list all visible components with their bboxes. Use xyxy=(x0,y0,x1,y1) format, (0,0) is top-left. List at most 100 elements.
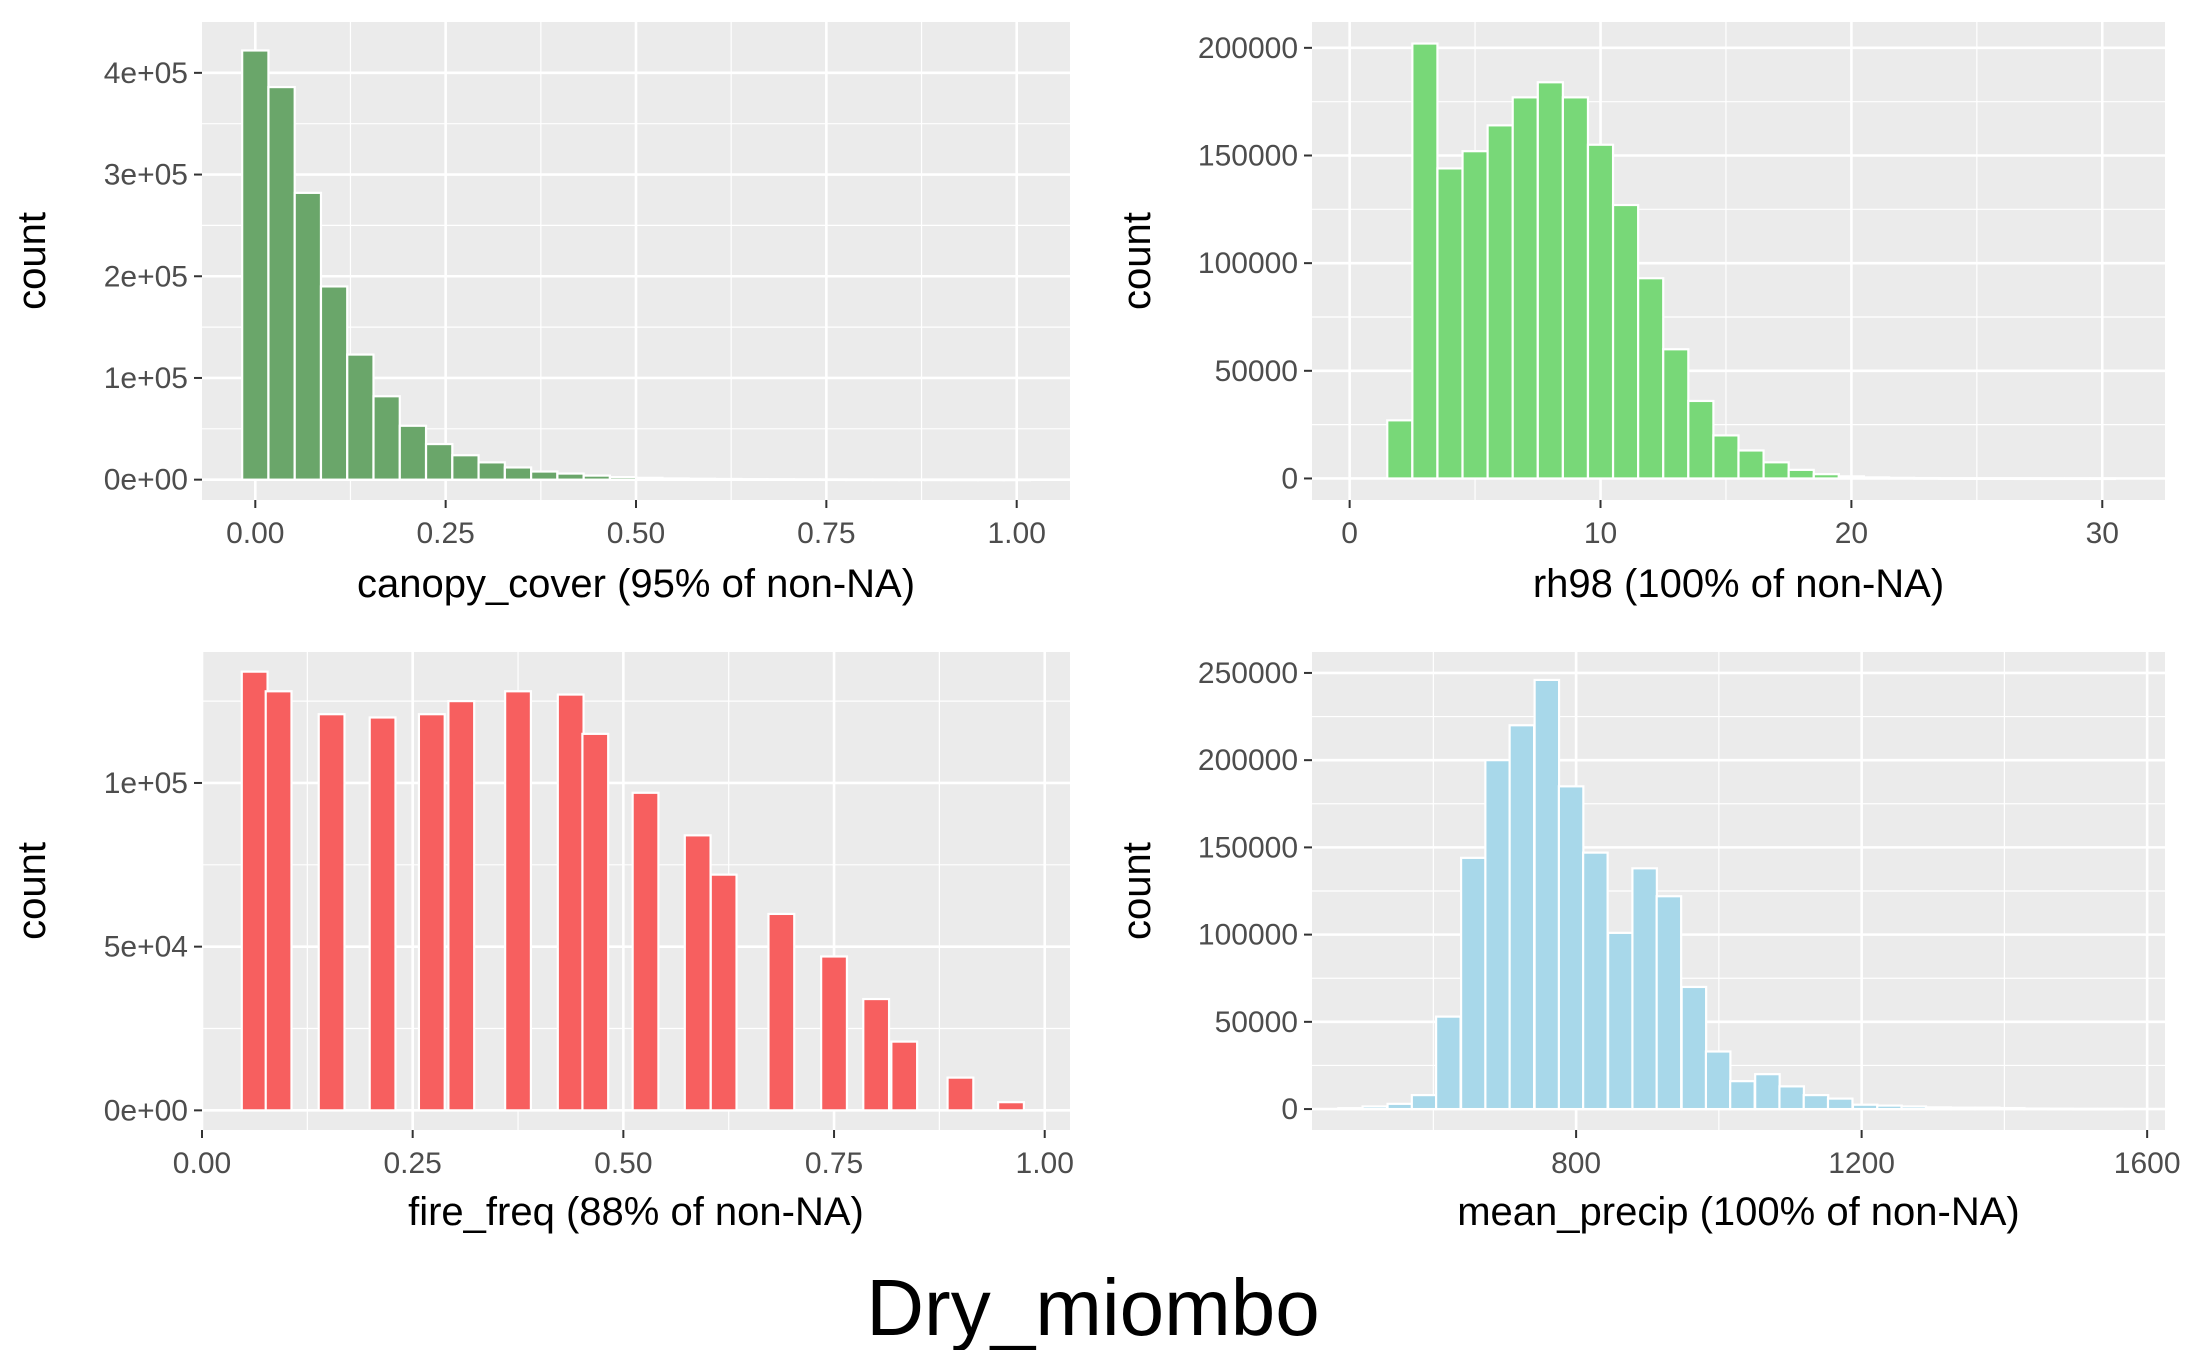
y-tick-label: 200000 xyxy=(1198,744,1298,777)
y-tick-label: 250000 xyxy=(1198,657,1298,690)
histogram-bar xyxy=(997,1101,1026,1112)
histogram-bar xyxy=(1837,475,1866,480)
histogram-bar xyxy=(503,466,533,481)
y-axis-title: count xyxy=(1115,212,1159,310)
histogram-bar xyxy=(976,478,1006,482)
histogram-bar xyxy=(1988,477,2016,481)
histogram-bar xyxy=(530,470,559,481)
histogram-bar xyxy=(1938,477,1966,480)
histogram-panel: 0 50000 100000 150000 200000 0 10 20 30 rh98 (100… xyxy=(1115,22,2165,606)
histogram-bar xyxy=(950,478,979,482)
histogram-bar xyxy=(346,353,375,481)
histogram-bar xyxy=(1386,419,1414,480)
histogram-bar xyxy=(1998,1106,2026,1111)
histogram-bar xyxy=(1637,277,1665,480)
histogram-bar xyxy=(582,474,612,481)
histogram-bar xyxy=(820,955,849,1112)
x-tick-label: 0.25 xyxy=(416,517,474,550)
histogram-bar xyxy=(924,478,953,482)
x-axis-title: rh98 (100% of non-NA) xyxy=(1533,562,1944,606)
y-tick-label: 0 xyxy=(1281,1093,1298,1126)
y-axis-title: count xyxy=(10,842,54,940)
y-axis-title: count xyxy=(10,212,54,310)
histogram-bar xyxy=(2047,1107,2075,1111)
y-tick-label: 100000 xyxy=(1198,919,1298,952)
y-tick-label: 4e+05 xyxy=(104,57,188,90)
histogram-bar xyxy=(1611,203,1640,480)
y-tick-label: 50000 xyxy=(1215,1006,1298,1039)
y-tick-label: 2e+05 xyxy=(104,260,188,293)
y-tick-label: 200000 xyxy=(1198,32,1298,65)
histogram-bar xyxy=(1411,42,1439,480)
histogram-bar xyxy=(2013,477,2041,481)
histogram-bar xyxy=(267,85,296,481)
histogram-bar xyxy=(862,997,891,1112)
histogram-bar xyxy=(581,732,610,1112)
histogram-bar xyxy=(1963,477,1991,480)
x-tick-label: 800 xyxy=(1551,1147,1601,1180)
histogram-bar xyxy=(1876,1104,1903,1111)
histogram-bar xyxy=(1361,1105,1389,1111)
y-axis-title: count xyxy=(1115,842,1159,940)
y-tick-label: 0e+00 xyxy=(104,1094,188,1127)
histogram-bar xyxy=(1729,1080,1756,1111)
histogram-bar xyxy=(2088,477,2116,481)
histogram-bar xyxy=(845,478,874,482)
histogram-bar xyxy=(293,191,323,481)
histogram-bar xyxy=(897,478,927,482)
histogram-bar xyxy=(504,690,533,1112)
histogram-bar xyxy=(1887,476,1916,480)
histogram-bar xyxy=(1787,468,1815,480)
histogram-bar xyxy=(1607,931,1634,1111)
histogram-panel: 0 50000 100000 150000 200000 250000 800 1200 160… xyxy=(1115,652,2181,1234)
x-axis-title: canopy_cover (95% of non-NA) xyxy=(357,562,915,606)
histogram-bar xyxy=(1434,1015,1462,1111)
histogram-bar xyxy=(1778,1085,1806,1111)
histogram-bar xyxy=(1704,1050,1732,1111)
histogram-bar xyxy=(417,713,446,1112)
histogram-bar xyxy=(1582,851,1609,1111)
histogram-bar xyxy=(372,395,401,481)
histogram-bar xyxy=(1459,856,1487,1111)
y-tick-label: 0 xyxy=(1281,462,1298,495)
histogram-bar xyxy=(1913,476,1941,480)
histogram-bar xyxy=(608,476,638,481)
histogram-bar xyxy=(1973,1106,2001,1111)
histogram-bar xyxy=(1680,985,1708,1111)
histogram-bar xyxy=(740,478,769,481)
x-tick-label: 0.50 xyxy=(607,517,665,550)
histogram-bar xyxy=(1925,1106,1953,1111)
histogram-bar xyxy=(319,285,349,481)
x-tick-label: 0 xyxy=(1341,517,1358,550)
histogram-bar xyxy=(1662,348,1690,480)
histogram-bar xyxy=(1712,434,1740,480)
histogram-bar xyxy=(1337,1107,1364,1111)
histogram-bar xyxy=(1862,476,1891,480)
histogram-bar xyxy=(451,454,480,481)
histogram-bar xyxy=(1533,678,1561,1111)
histogram-bar xyxy=(2071,1107,2099,1111)
histogram-bar xyxy=(1561,96,1590,480)
histogram-bar xyxy=(1737,449,1765,480)
x-axis-title: fire_freq (88% of non-NA) xyxy=(408,1190,864,1234)
x-tick-label: 1.00 xyxy=(988,517,1046,550)
histogram-bar xyxy=(240,670,269,1112)
y-tick-label: 3e+05 xyxy=(104,159,188,192)
histogram-bar xyxy=(1754,1073,1781,1111)
histogram-bar xyxy=(2096,1107,2124,1111)
histogram-bar xyxy=(317,713,346,1112)
histogram-bar xyxy=(1826,1097,1854,1111)
histogram-bar xyxy=(792,478,822,481)
histogram-bar xyxy=(1508,724,1536,1111)
figure-title: Dry_miombo xyxy=(866,1263,1319,1350)
x-tick-label: 1600 xyxy=(2114,1147,2181,1180)
x-tick-label: 0.50 xyxy=(594,1147,652,1180)
y-tick-label: 5e+04 xyxy=(104,931,188,964)
histogram-bar xyxy=(1687,399,1715,480)
histogram-bar xyxy=(556,693,585,1112)
y-tick-label: 150000 xyxy=(1198,139,1298,172)
histogram-bar xyxy=(687,477,717,481)
y-tick-label: 50000 xyxy=(1215,355,1298,388)
histogram-bar xyxy=(1631,867,1658,1111)
histogram-bar xyxy=(556,472,585,481)
